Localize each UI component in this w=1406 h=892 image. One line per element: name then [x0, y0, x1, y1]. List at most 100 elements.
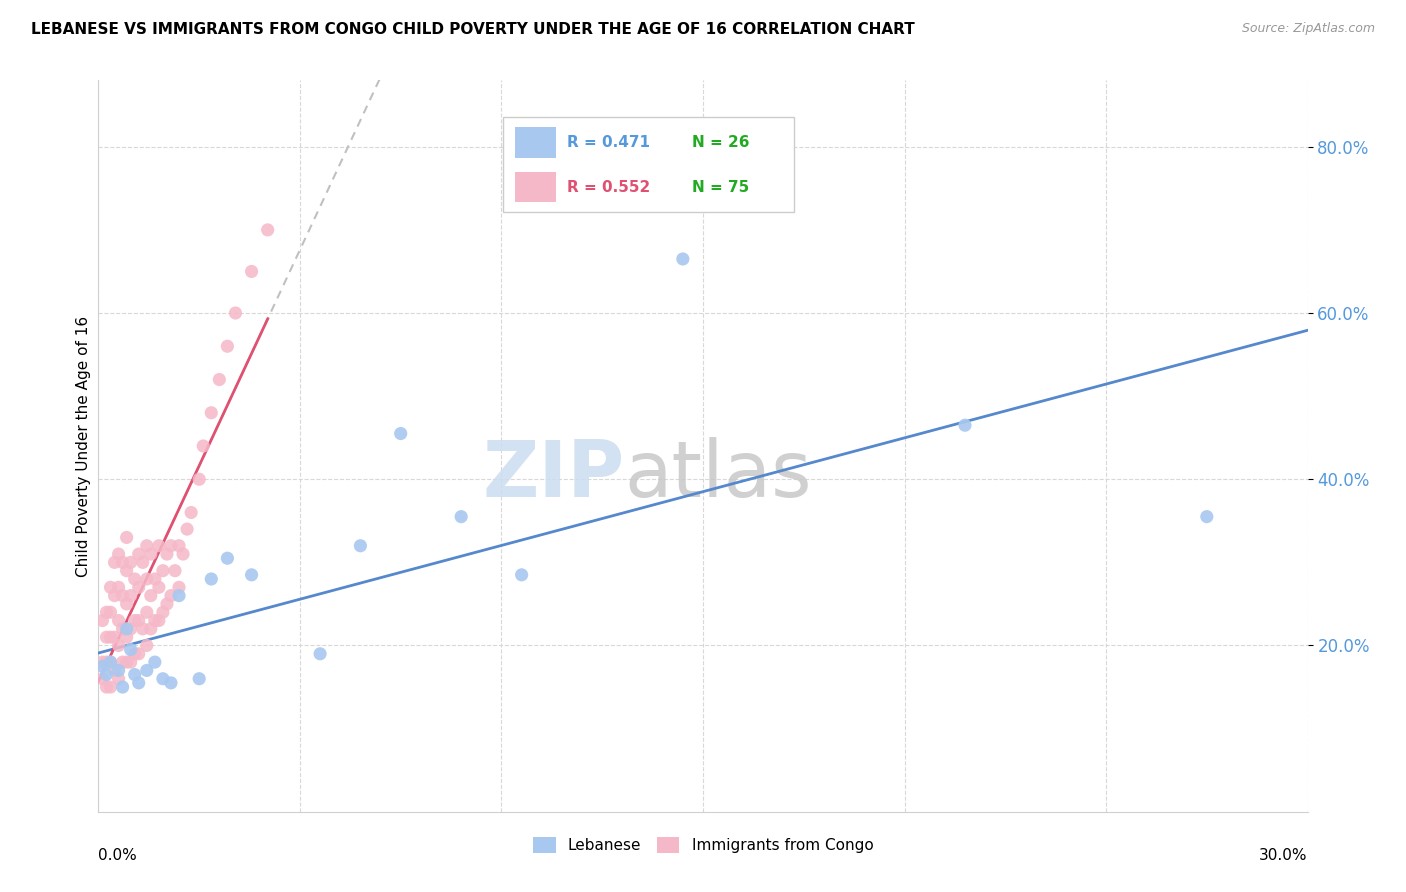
Point — [193, 439, 215, 453]
Point — [107, 672, 129, 686]
Point — [256, 223, 278, 237]
Point — [107, 580, 129, 594]
Point — [111, 555, 134, 569]
Point — [100, 680, 122, 694]
Point — [139, 589, 162, 603]
Point — [103, 664, 125, 678]
Point — [148, 614, 170, 628]
Point — [124, 647, 146, 661]
Point — [224, 306, 246, 320]
Point — [180, 506, 202, 520]
Point — [132, 555, 155, 569]
Point — [128, 580, 150, 594]
Point — [156, 547, 179, 561]
Point — [172, 547, 194, 561]
Point — [148, 580, 170, 594]
Point — [91, 659, 114, 673]
Point — [91, 655, 114, 669]
Point — [96, 655, 118, 669]
Point — [103, 630, 125, 644]
Point — [139, 547, 162, 561]
Point — [115, 597, 138, 611]
Point — [953, 418, 976, 433]
Point — [132, 622, 155, 636]
Point — [96, 605, 118, 619]
Point — [208, 372, 231, 386]
Point — [188, 672, 211, 686]
Point — [240, 264, 263, 278]
Point — [120, 622, 142, 636]
Point — [91, 672, 114, 686]
Point — [111, 680, 134, 694]
Point — [128, 676, 150, 690]
Point — [156, 597, 179, 611]
Y-axis label: Child Poverty Under the Age of 16: Child Poverty Under the Age of 16 — [76, 316, 91, 576]
Point — [107, 614, 129, 628]
Point — [100, 655, 122, 669]
Point — [152, 564, 174, 578]
Point — [1195, 509, 1218, 524]
Point — [135, 664, 157, 678]
Point — [111, 589, 134, 603]
Point — [115, 530, 138, 544]
Point — [672, 252, 695, 266]
Point — [217, 339, 239, 353]
Point — [200, 406, 222, 420]
Point — [128, 547, 150, 561]
Point — [96, 680, 118, 694]
Point — [124, 667, 146, 681]
Point — [91, 614, 114, 628]
Point — [96, 667, 118, 681]
Point — [120, 642, 142, 657]
Point — [188, 472, 211, 486]
Point — [111, 655, 134, 669]
Point — [115, 622, 138, 636]
Point — [100, 655, 122, 669]
Text: ZIP: ZIP — [482, 437, 624, 513]
Point — [128, 614, 150, 628]
Point — [115, 564, 138, 578]
Point — [96, 630, 118, 644]
Point — [160, 589, 183, 603]
Text: LEBANESE VS IMMIGRANTS FROM CONGO CHILD POVERTY UNDER THE AGE OF 16 CORRELATION : LEBANESE VS IMMIGRANTS FROM CONGO CHILD … — [31, 22, 915, 37]
Point — [135, 605, 157, 619]
Point — [135, 639, 157, 653]
Point — [128, 647, 150, 661]
Point — [167, 539, 190, 553]
Legend: Lebanese, Immigrants from Congo: Lebanese, Immigrants from Congo — [526, 830, 880, 859]
Point — [152, 605, 174, 619]
Point — [124, 572, 146, 586]
Point — [167, 580, 190, 594]
Point — [160, 539, 183, 553]
Point — [510, 567, 533, 582]
Point — [200, 572, 222, 586]
Text: 0.0%: 0.0% — [98, 848, 138, 863]
Point — [143, 655, 166, 669]
Point — [135, 572, 157, 586]
Point — [100, 630, 122, 644]
Point — [309, 647, 332, 661]
Point — [135, 539, 157, 553]
Point — [100, 580, 122, 594]
Point — [107, 664, 129, 678]
Point — [240, 567, 263, 582]
Point — [349, 539, 371, 553]
Point — [389, 426, 412, 441]
Point — [120, 555, 142, 569]
Point — [124, 614, 146, 628]
Point — [139, 622, 162, 636]
Point — [115, 655, 138, 669]
Point — [103, 589, 125, 603]
Point — [120, 589, 142, 603]
Point — [450, 509, 472, 524]
Point — [143, 572, 166, 586]
Point — [115, 630, 138, 644]
Point — [167, 589, 190, 603]
Point — [176, 522, 198, 536]
Point — [143, 614, 166, 628]
Point — [163, 564, 186, 578]
Point — [148, 539, 170, 553]
Point — [217, 551, 239, 566]
Point — [100, 605, 122, 619]
Point — [107, 639, 129, 653]
